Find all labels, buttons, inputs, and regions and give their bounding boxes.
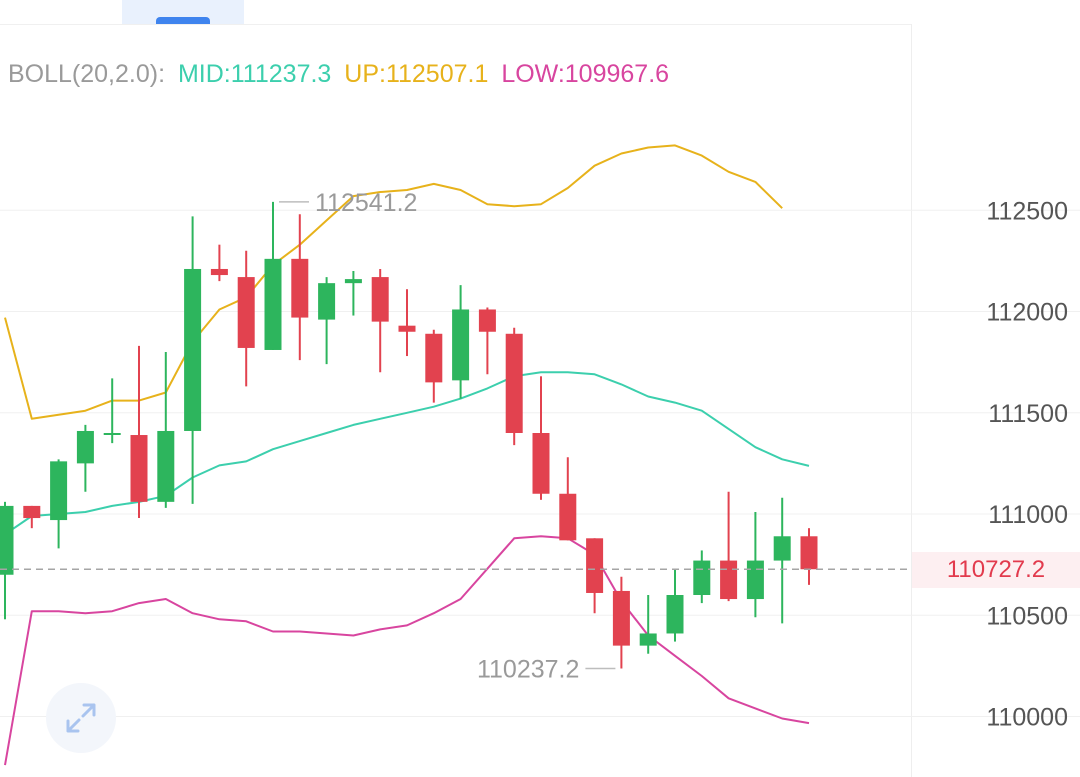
candle-body bbox=[291, 258, 309, 318]
expand-chart-button[interactable] bbox=[46, 683, 116, 753]
candle-up bbox=[50, 459, 68, 549]
y-tick-label: 111000 bbox=[988, 501, 1068, 529]
candle-up bbox=[746, 511, 764, 618]
top-divider bbox=[0, 24, 912, 25]
current-price-label: 110727.2 bbox=[946, 556, 1046, 583]
candle-body bbox=[505, 333, 523, 433]
high-price-label: 112541.2 bbox=[315, 189, 417, 217]
candle-body bbox=[157, 430, 175, 502]
candle-down bbox=[210, 244, 228, 282]
candle-up bbox=[693, 550, 711, 604]
boll-low-value: LOW:109967.6 bbox=[501, 60, 670, 88]
candle-down bbox=[23, 505, 41, 529]
candle-body bbox=[773, 536, 791, 561]
active-tab-indicator bbox=[156, 17, 210, 24]
candle-body bbox=[693, 560, 711, 595]
current-price-tag: 110727.2 bbox=[912, 552, 1080, 588]
y-tick-label: 112500 bbox=[986, 197, 1068, 225]
candle-down bbox=[425, 329, 443, 403]
candle-body bbox=[478, 309, 496, 332]
candle-body bbox=[559, 493, 577, 541]
candle-body bbox=[371, 277, 389, 322]
candle-up bbox=[157, 352, 175, 508]
candle-body bbox=[532, 433, 550, 494]
candle-body bbox=[612, 590, 630, 646]
boll-mid-value: MID:111237.3 bbox=[177, 60, 332, 88]
grid-lines bbox=[0, 209, 1080, 717]
candle-body bbox=[237, 277, 255, 348]
candle-body bbox=[0, 505, 14, 575]
candle-body bbox=[586, 538, 604, 593]
price-annotations: 112541.2 110237.2 bbox=[279, 189, 616, 683]
candle-up bbox=[318, 277, 336, 365]
candle-body bbox=[720, 560, 738, 600]
boll-mid-line bbox=[4, 371, 810, 536]
y-tick-label: 112000 bbox=[986, 299, 1068, 327]
candle-down bbox=[130, 345, 148, 519]
candle-body bbox=[344, 279, 362, 284]
candle-down bbox=[612, 576, 630, 669]
candle-up bbox=[666, 568, 684, 642]
candle-body bbox=[23, 505, 41, 519]
candle-down bbox=[559, 457, 577, 541]
candle-down bbox=[478, 307, 496, 375]
candle-down bbox=[586, 538, 604, 614]
candle-up bbox=[452, 285, 470, 399]
candle-body bbox=[639, 633, 657, 646]
candle-body bbox=[264, 258, 282, 350]
y-tick-label: 110000 bbox=[986, 704, 1068, 732]
candle-body bbox=[746, 560, 764, 600]
candle-body bbox=[76, 430, 94, 464]
candle-up bbox=[76, 424, 94, 492]
boll-legend: BOLL(20,2.0): MID:111237.3 UP:112507.1 L… bbox=[8, 60, 669, 89]
candle-body bbox=[666, 595, 684, 634]
boll-up-line bbox=[4, 144, 783, 420]
candle-body bbox=[184, 268, 202, 431]
candles bbox=[0, 201, 818, 669]
low-price-label: 110237.2 bbox=[477, 655, 579, 683]
candle-up bbox=[103, 378, 121, 444]
price-axis-divider bbox=[911, 24, 912, 777]
boll-low-line bbox=[4, 535, 810, 766]
candle-up bbox=[344, 271, 362, 316]
expand-arrows-icon bbox=[66, 703, 96, 733]
candle-up bbox=[264, 201, 282, 350]
candle-body bbox=[103, 433, 121, 435]
bollinger-bands bbox=[4, 144, 810, 766]
candle-body bbox=[318, 283, 336, 320]
candle-down bbox=[532, 376, 550, 500]
candle-body bbox=[452, 309, 470, 381]
candle-down bbox=[720, 491, 738, 602]
boll-name: BOLL(20,2.0): bbox=[8, 60, 166, 88]
candle-body bbox=[398, 325, 416, 332]
candle-down bbox=[398, 289, 416, 357]
candle-down bbox=[800, 528, 818, 585]
candle-down bbox=[291, 214, 309, 361]
candle-down bbox=[505, 327, 523, 446]
candle-up bbox=[0, 501, 14, 620]
y-tick-label: 110500 bbox=[986, 602, 1068, 630]
candle-body bbox=[800, 536, 818, 570]
candle-body bbox=[50, 461, 68, 521]
candle-body bbox=[210, 268, 228, 276]
candle-up bbox=[184, 216, 202, 504]
boll-up-value: UP:112507.1 bbox=[344, 60, 489, 88]
price-axis-ticks: 110000 110500 111000 111500 112000 112500 bbox=[986, 197, 1068, 731]
candle-up bbox=[639, 595, 657, 654]
candle-up bbox=[773, 497, 791, 624]
candle-down bbox=[237, 250, 255, 387]
period-tab-highlight[interactable] bbox=[122, 0, 244, 24]
candle-down bbox=[371, 268, 389, 373]
y-tick-label: 111500 bbox=[988, 400, 1068, 428]
candle-body bbox=[130, 435, 148, 502]
candle-body bbox=[425, 333, 443, 383]
